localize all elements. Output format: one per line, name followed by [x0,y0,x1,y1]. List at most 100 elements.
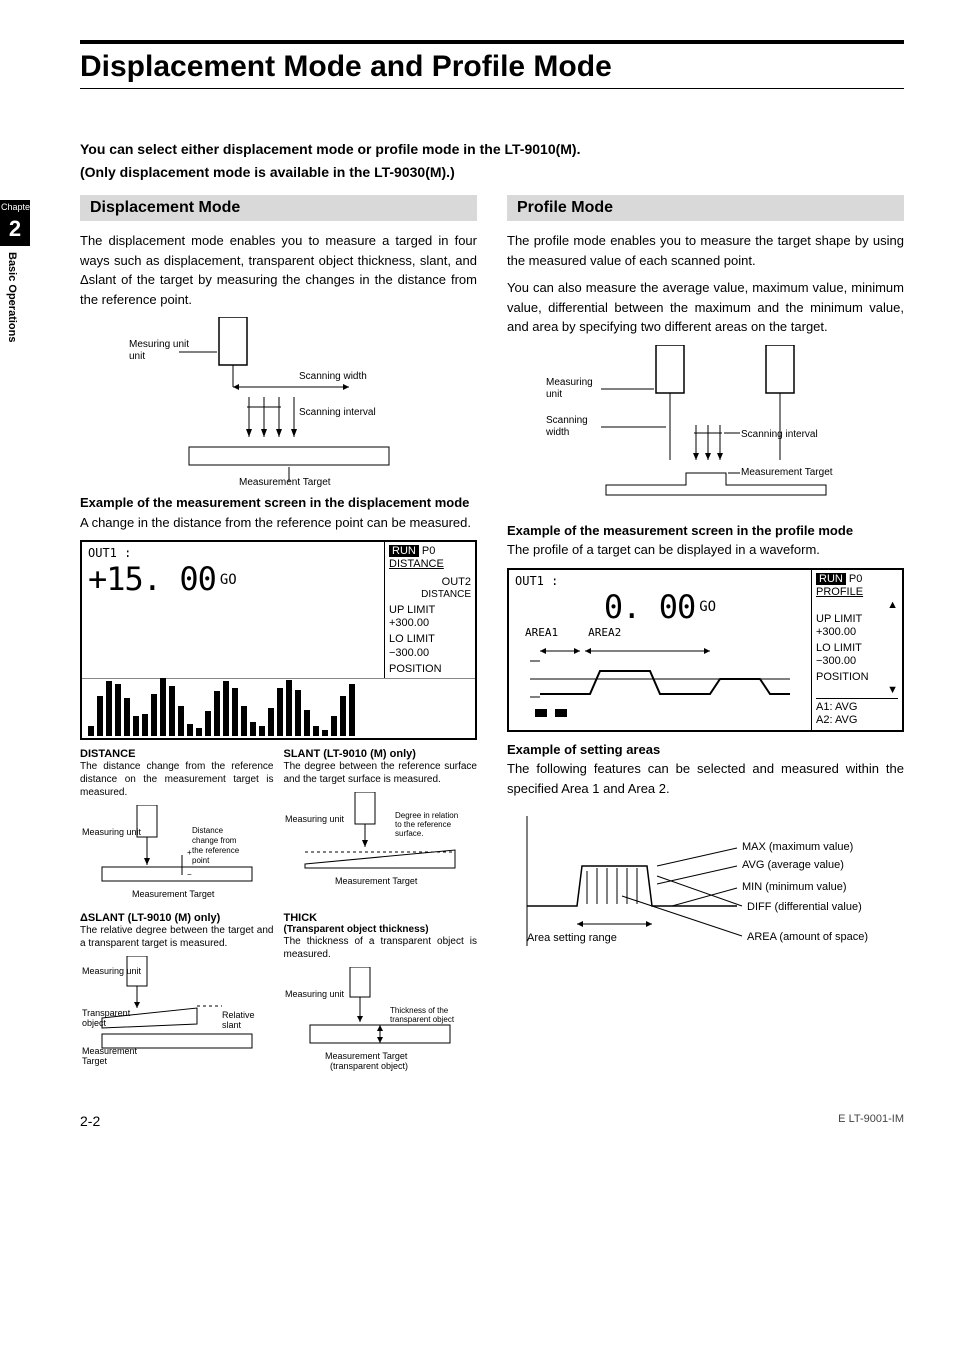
bar [142,714,148,736]
distance-diagram: + − Measuring unit Distance change from … [82,805,272,900]
pscreen-run: RUN [816,573,846,585]
diag-measurement-target: Measurement Target [239,477,331,487]
bar [295,690,301,736]
slant-text: The degree between the reference surface… [284,760,478,786]
bar [313,726,319,736]
dslant-diagram: Measuring unit Transparent object Relati… [82,956,272,1066]
bar [160,678,166,736]
bar [304,710,310,736]
bar [331,716,337,736]
bar [250,722,256,736]
pscreen-lolimit-label: LO LIMIT [816,642,898,654]
svg-text:Thickness of the: Thickness of the [390,1006,449,1015]
bar [97,696,103,736]
svg-text:Relative: Relative [222,1010,255,1020]
page-title: Displacement Mode and Profile Mode [80,50,904,84]
svg-text:Target: Target [82,1056,108,1066]
bar [259,726,265,736]
right-column: Profile Mode The profile mode enables yo… [507,195,904,1083]
svg-text:AVG (average value): AVG (average value) [742,859,844,871]
screen-mode: DISTANCE [389,558,471,570]
pscreen-out: OUT1 : [515,574,805,588]
bar [232,688,238,736]
svg-text:Measurement Target: Measurement Target [325,1051,408,1061]
displacement-mode-para: The displacement mode enables you to mea… [80,231,477,309]
svg-text:Measuring unit: Measuring unit [82,966,142,976]
svg-text:Distance: Distance [192,826,224,835]
left-column: Displacement Mode The displacement mode … [80,195,477,1083]
svg-text:object: object [82,1018,107,1028]
intro-line-1: You can select either displacement mode … [80,139,904,160]
bar [106,681,112,736]
intro-line-2: (Only displacement mode is available in … [80,162,904,183]
bar [151,694,157,736]
svg-text:Measurement Target: Measurement Target [741,467,833,478]
profile-para1: The profile mode enables you to measure … [507,231,904,270]
svg-text:DIFF (differential value): DIFF (differential value) [747,901,862,913]
svg-text:Measurement Target: Measurement Target [335,876,418,886]
svg-text:AREA (amount of space): AREA (amount of space) [747,931,868,943]
svg-text:point: point [192,856,210,865]
chapter-label: Basic Operations [0,246,24,348]
svg-text:Area setting range: Area setting range [527,932,617,944]
screen-lolimit-value: −300.00 [389,647,471,659]
bar [286,680,292,736]
pscreen-go: GO [699,599,716,615]
pscreen-area1: AREA1 [525,626,558,639]
bar [223,681,229,736]
svg-text:Measurement: Measurement [82,1046,138,1056]
svg-text:Measuring unit: Measuring unit [285,814,345,824]
bar [178,706,184,736]
bar [205,711,211,736]
screen-uplimit-label: UP LIMIT [389,604,471,616]
svg-text:(transparent object): (transparent object) [330,1061,408,1071]
areas-heading: Example of setting areas [507,740,904,760]
pscreen-value: 0. 00 [604,588,695,626]
bar [196,728,202,736]
bar [214,691,220,736]
screen-out2: OUT2 [389,576,471,588]
page-number: 2-2 [80,1113,100,1129]
areas-diagram: MAX (maximum value) AVG (average value) … [507,806,907,976]
dslant-title: ΔSLANT (LT-9010 (M) only) [80,912,274,924]
profile-example-heading: Example of the measurement screen in the… [507,521,904,541]
profile-para2: You can also measure the average value, … [507,278,904,337]
svg-text:Scanning interval: Scanning interval [741,429,818,440]
pscreen-p0: P0 [849,573,862,585]
svg-text:Scanning: Scanning [546,415,588,426]
screen-position: POSITION [389,663,471,675]
slant-title: SLANT (LT-9010 (M) only) [284,748,478,760]
displacement-mode-header: Displacement Mode [80,195,477,221]
bar [277,688,283,736]
screen-out2-mode: DISTANCE [389,589,471,600]
doc-id: E LT-9001-IM [838,1113,904,1129]
chapter-badge: Chapter [0,200,30,214]
bar [133,716,139,736]
bar [88,726,94,736]
svg-text:Measuring unit: Measuring unit [285,989,345,999]
displacement-example-heading: Example of the measurement screen in the… [80,493,477,513]
screen-bar-chart [82,678,475,738]
svg-text:to the reference: to the reference [395,820,452,829]
svg-text:width: width [546,427,569,438]
svg-text:unit: unit [546,389,562,400]
displacement-example-text: A change in the distance from the refere… [80,513,477,533]
pscreen-position: POSITION [816,671,898,683]
svg-text:−: − [187,870,192,879]
svg-text:Measurement Target: Measurement Target [132,889,215,899]
distance-text: The distance change from the reference d… [80,760,274,799]
dslant-text: The relative degree between the target a… [80,924,274,950]
title-underline [80,88,904,89]
screen-go: GO [220,572,237,588]
bar [187,724,193,736]
thick-text: The thickness of a transparent object is… [284,935,478,961]
chapter-tab: Chapter 2 Basic Operations [0,200,30,348]
bar [169,686,175,736]
pscreen-uplimit-value: +300.00 [816,626,898,638]
svg-text:surface.: surface. [395,829,423,838]
svg-text:MIN (minimum value): MIN (minimum value) [742,881,847,893]
bar [268,708,274,736]
bar [349,684,355,736]
displacement-screen: OUT1 : +15. 00GO RUN P0 DISTANCE OUT2 DI… [80,540,477,740]
svg-text:the reference: the reference [192,846,240,855]
